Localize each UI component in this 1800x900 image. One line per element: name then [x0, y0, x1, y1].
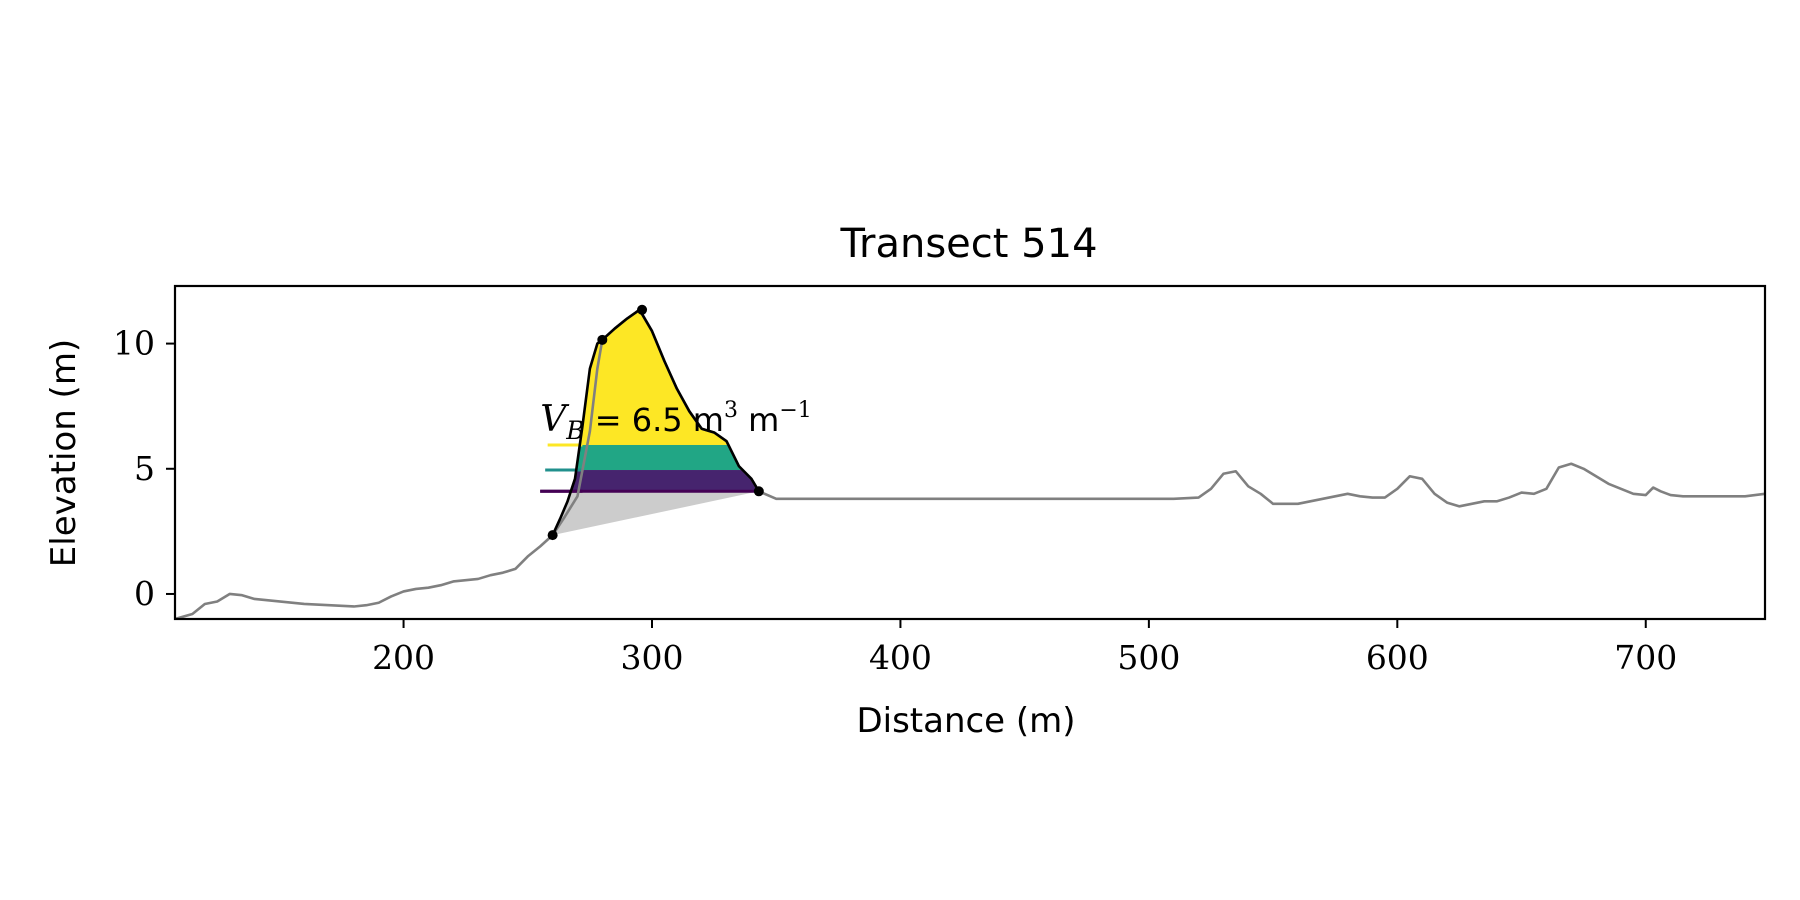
x-tick-label: 200 [372, 638, 435, 677]
dune-point-2 [597, 334, 608, 345]
volume-annotation: VB = 6.5 m3 m−1 [540, 398, 812, 445]
x-axis: 200 300 400 500 600 700 [372, 619, 1677, 677]
y-tick-label: 0 [134, 574, 155, 613]
x-tick-label: 300 [621, 638, 684, 677]
dune-point-1 [547, 530, 558, 541]
dune-point-3 [637, 304, 648, 315]
plot-area [175, 304, 1765, 619]
y-axis-label: Elevation (m) [44, 339, 84, 567]
x-tick-label: 500 [1117, 638, 1180, 677]
y-tick-label: 5 [134, 449, 155, 488]
volume-label: VB = 6.5 m3 m−1 [540, 398, 812, 445]
x-tick-label: 700 [1614, 638, 1677, 677]
volume-band-3 [552, 470, 759, 492]
elevation-profile-line [175, 308, 1765, 619]
x-axis-label: Distance (m) [856, 701, 1075, 741]
chart-title: Transect 514 [839, 221, 1097, 267]
x-tick-label: 600 [1366, 638, 1429, 677]
x-tick-label: 400 [869, 638, 932, 677]
dune-point-4 [753, 486, 764, 497]
axes-frame [173, 284, 1767, 621]
y-tick-label: 10 [113, 324, 155, 363]
y-axis: 0 5 10 [113, 324, 175, 613]
